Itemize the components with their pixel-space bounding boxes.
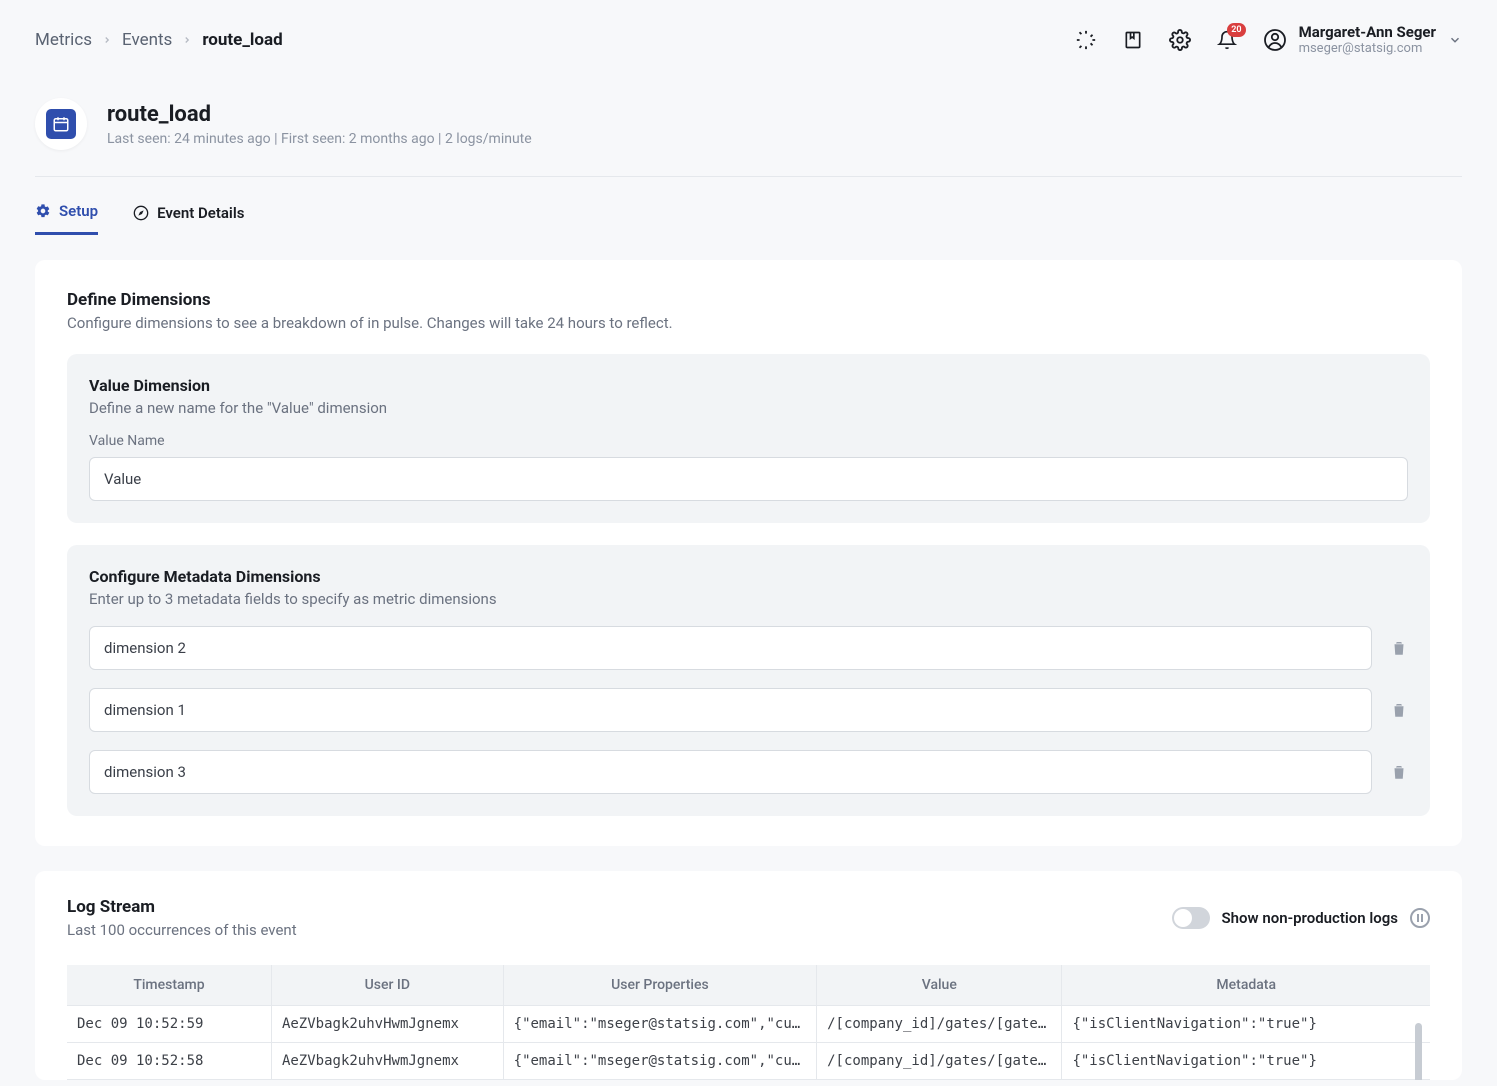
cell-metadata: {"isClientNavigation":"true"} xyxy=(1062,1043,1430,1080)
dimension-input-1[interactable] xyxy=(89,626,1372,670)
user-menu[interactable]: Margaret-Ann Seger mseger@statsig.com xyxy=(1263,23,1462,57)
breadcrumb-current: route_load xyxy=(202,30,282,50)
value-dim-desc: Define a new name for the "Value" dimens… xyxy=(89,399,1408,417)
user-email: mseger@statsig.com xyxy=(1299,41,1436,57)
cell-timestamp: Dec 09 10:52:58 xyxy=(67,1043,271,1080)
log-table: Timestamp User ID User Properties Value … xyxy=(67,965,1430,1080)
table-header-row: Timestamp User ID User Properties Value … xyxy=(67,965,1430,1006)
cell-value: /[company_id]/gates/[gate_name… xyxy=(817,1006,1062,1043)
dimension-input-2[interactable] xyxy=(89,688,1372,732)
cell-userid: AeZVbagk2uhvHwmJgnemx xyxy=(271,1043,503,1080)
dimension-input-3[interactable] xyxy=(89,750,1372,794)
cell-metadata: {"isClientNavigation":"true"} xyxy=(1062,1006,1430,1043)
value-dimension-section: Value Dimension Define a new name for th… xyxy=(67,354,1430,523)
delete-dimension-2[interactable] xyxy=(1390,701,1408,719)
gear-icon xyxy=(35,203,51,219)
metadata-dimensions-section: Configure Metadata Dimensions Enter up t… xyxy=(67,545,1430,816)
dimensions-title: Define Dimensions xyxy=(67,290,1430,310)
col-userprops[interactable]: User Properties xyxy=(503,965,816,1006)
event-icon xyxy=(35,98,87,150)
page-title: route_load xyxy=(107,102,532,127)
tab-event-details-label: Event Details xyxy=(157,204,244,222)
meta-dim-desc: Enter up to 3 metadata fields to specify… xyxy=(89,590,1408,608)
breadcrumb: Metrics Events route_load xyxy=(35,30,283,50)
non-production-toggle[interactable] xyxy=(1172,907,1210,929)
breadcrumb-metrics[interactable]: Metrics xyxy=(35,30,92,50)
value-name-label: Value Name xyxy=(89,433,1408,449)
page-meta: Last seen: 24 minutes ago | First seen: … xyxy=(107,131,532,147)
chevron-right-icon xyxy=(102,35,112,45)
non-production-label: Show non-production logs xyxy=(1222,909,1398,927)
chevron-right-icon xyxy=(182,35,192,45)
col-timestamp[interactable]: Timestamp xyxy=(67,965,271,1006)
delete-dimension-3[interactable] xyxy=(1390,763,1408,781)
col-userid[interactable]: User ID xyxy=(271,965,503,1006)
tab-event-details[interactable]: Event Details xyxy=(133,202,244,235)
page-header: route_load Last seen: 24 minutes ago | F… xyxy=(35,80,1462,177)
cell-value: /[company_id]/gates/[gate_name… xyxy=(817,1043,1062,1080)
user-avatar-icon xyxy=(1263,28,1287,52)
compass-icon xyxy=(133,205,149,221)
log-stream-panel: Log Stream Last 100 occurrences of this … xyxy=(35,871,1462,1080)
settings-gear-icon[interactable] xyxy=(1169,29,1191,51)
user-name: Margaret-Ann Seger xyxy=(1299,23,1436,41)
col-value[interactable]: Value xyxy=(817,965,1062,1006)
notifications-bell-icon[interactable]: 20 xyxy=(1216,29,1238,51)
pause-icon xyxy=(1417,914,1423,922)
tabs: Setup Event Details xyxy=(35,177,1462,235)
log-title: Log Stream xyxy=(67,897,297,917)
topbar-actions: 20 Margaret-Ann Seger mseger@statsig.com xyxy=(1075,23,1462,57)
table-row[interactable]: Dec 09 10:52:59 AeZVbagk2uhvHwmJgnemx {"… xyxy=(67,1006,1430,1043)
bookmark-icon[interactable] xyxy=(1122,29,1144,51)
value-dim-title: Value Dimension xyxy=(89,376,1408,395)
col-metadata[interactable]: Metadata xyxy=(1062,965,1430,1006)
topbar: Metrics Events route_load 20 xyxy=(35,0,1462,80)
cell-userprops: {"email":"mseger@statsig.com","custom":{… xyxy=(503,1043,816,1080)
tab-setup[interactable]: Setup xyxy=(35,202,98,235)
tab-setup-label: Setup xyxy=(59,202,98,220)
breadcrumb-events[interactable]: Events xyxy=(122,30,172,50)
log-desc: Last 100 occurrences of this event xyxy=(67,921,297,939)
table-row[interactable]: Dec 09 10:52:58 AeZVbagk2uhvHwmJgnemx {"… xyxy=(67,1043,1430,1080)
meta-dim-title: Configure Metadata Dimensions xyxy=(89,567,1408,586)
integrations-icon[interactable] xyxy=(1075,29,1097,51)
dimensions-panel: Define Dimensions Configure dimensions t… xyxy=(35,260,1462,846)
value-name-input[interactable] xyxy=(89,457,1408,501)
cell-userprops: {"email":"mseger@statsig.com","custom":{… xyxy=(503,1006,816,1043)
dimensions-desc: Configure dimensions to see a breakdown … xyxy=(67,314,1430,332)
chevron-down-icon xyxy=(1448,33,1462,47)
pause-stream-button[interactable] xyxy=(1410,908,1430,928)
cell-userid: AeZVbagk2uhvHwmJgnemx xyxy=(271,1006,503,1043)
notification-badge: 20 xyxy=(1227,23,1245,37)
delete-dimension-1[interactable] xyxy=(1390,639,1408,657)
scrollbar-thumb[interactable] xyxy=(1415,1023,1422,1080)
cell-timestamp: Dec 09 10:52:59 xyxy=(67,1006,271,1043)
